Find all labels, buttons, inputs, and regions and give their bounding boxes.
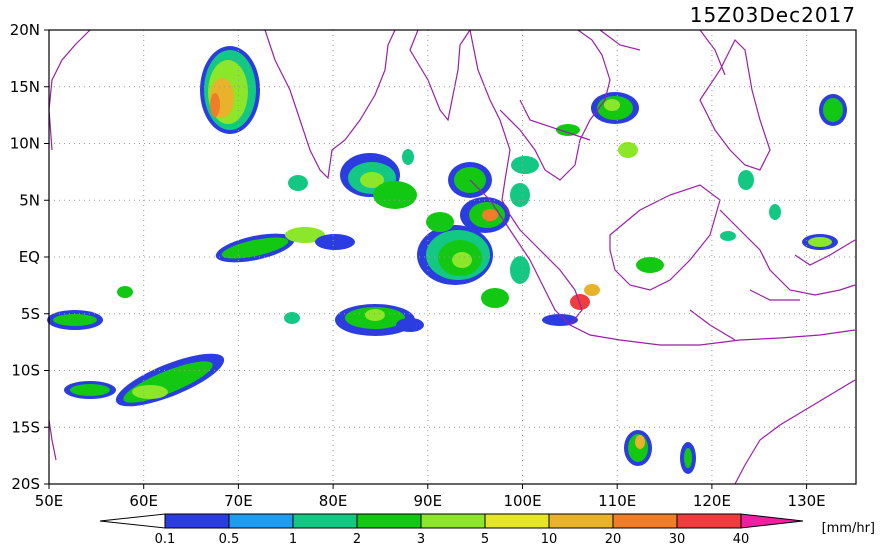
lat-label: 5N [19, 191, 40, 209]
rain-cell-srilanka [200, 46, 260, 134]
colorbar-tick-label: 3 [417, 532, 425, 544]
latitude-labels: 20N 15N 10N 5N EQ 5S 10S 15S 20S [10, 21, 40, 493]
lon-label: 100E [503, 492, 541, 510]
colorbar-segment [484, 513, 550, 529]
colorbar-segment [356, 513, 422, 529]
rain-cell-south-east [624, 430, 696, 474]
lat-label: 15N [10, 78, 40, 96]
rain-cell-south-central [284, 304, 424, 336]
rain-cell-southwest [64, 353, 225, 407]
lon-label: 120E [693, 492, 731, 510]
rain-cell-bengal [288, 149, 417, 209]
colorbar-segment [676, 513, 742, 529]
lat-label: 5S [21, 305, 40, 323]
longitude-labels: 50E 60E 70E 80E 90E 100E 110E 120E 130E [35, 492, 826, 510]
lon-label: 110E [598, 492, 636, 510]
colorbar-tick-label: 2 [353, 532, 361, 544]
map-title: 15Z03Dec2017 [690, 3, 856, 27]
lat-label: 20N [10, 21, 40, 39]
rain-cell-west-band [47, 227, 355, 330]
colorbar-over-arrow [740, 513, 804, 529]
colorbar-tick-label: 30 [669, 532, 686, 544]
lat-label: EQ [19, 248, 40, 266]
rain-cell-sumatra [542, 284, 600, 326]
lat-label: 20S [11, 475, 40, 493]
lat-label: 10S [11, 362, 40, 380]
colorbar-segment [164, 513, 230, 529]
lat-label: 15S [11, 418, 40, 436]
colorbar-under-arrow [99, 513, 166, 529]
lon-label: 130E [788, 492, 826, 510]
coastlines [48, 29, 856, 485]
colorbar-tick-label: 10 [541, 532, 558, 544]
rain-cell-east-indonesia [636, 204, 838, 273]
axis-ticks [44, 29, 808, 489]
colorbar-tick-label: 40 [733, 532, 750, 544]
colorbar-tick-label: 0.5 [219, 532, 240, 544]
precipitation-layer [47, 46, 847, 474]
colorbar-tick-label: 5 [481, 532, 489, 544]
lon-label: 70E [224, 492, 253, 510]
colorbar-tick-label: 0.1 [155, 532, 176, 544]
rain-cell-northeast [556, 92, 847, 190]
plot-area [47, 29, 857, 485]
graticule [49, 30, 856, 484]
colorbar-segment [292, 513, 358, 529]
colorbar-tick-label: 20 [605, 532, 622, 544]
lon-label: 90E [414, 492, 443, 510]
lat-label: 10N [10, 135, 40, 153]
lon-label: 50E [35, 492, 64, 510]
colorbar-unit: [mm/hr] [822, 521, 875, 536]
colorbar-segment [612, 513, 678, 529]
lon-label: 60E [129, 492, 158, 510]
colorbar: 0.1 0.5 1 2 3 5 10 20 30 40 [mm/hr] [99, 513, 875, 544]
colorbar-tick-label: 1 [289, 532, 297, 544]
lon-label: 80E [319, 492, 348, 510]
colorbar-segment [548, 513, 614, 529]
colorbar-segment [228, 513, 294, 529]
rain-cell-equatorial [417, 212, 530, 308]
colorbar-segment [420, 513, 486, 529]
